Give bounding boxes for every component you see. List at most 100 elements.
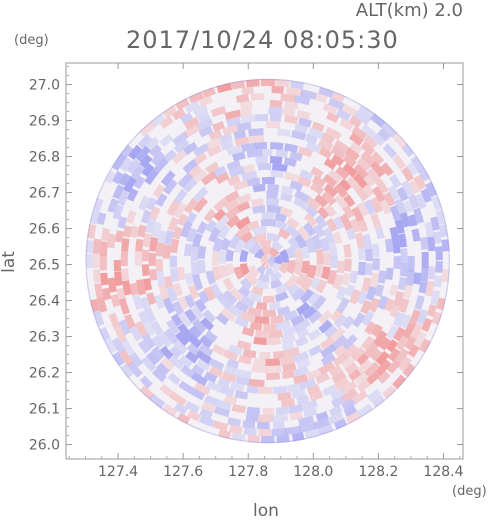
radar-cell [296,110,311,120]
radar-cell [281,333,296,344]
radar-cell [371,186,386,203]
radar-cell [363,174,376,188]
radar-cell [247,434,260,443]
radar-cell [220,140,234,151]
radar-cell [199,408,213,419]
x-axis: 127.4 127.6 127.8 128.0 128.2 128.4 [68,63,464,480]
radar-cell [132,294,144,310]
radar-cell [222,349,238,361]
radar-cell [152,184,165,198]
radar-cell [119,157,133,172]
radar-cell [308,127,325,140]
radar-cell [240,114,257,124]
radar-cell [92,253,100,269]
radar-cell [210,106,227,117]
radar-cell [193,382,211,396]
radar-cell [341,388,359,403]
radar-cell [441,239,450,252]
radar-cell [269,100,283,108]
radar-cell [148,144,162,158]
radar-cell [182,177,198,193]
radar-cell [220,307,237,322]
radar-cell [170,268,179,283]
radar-cell [289,411,304,421]
radar-cell [315,214,328,229]
radar-cell [252,184,266,193]
radar-cell [246,306,262,317]
radar-cell [304,204,319,218]
radar-cell [197,259,206,274]
radar-cell [122,280,132,296]
radar-cell [112,204,124,220]
radar-cell [208,129,223,141]
radar-cell [300,246,310,259]
radar-cell [282,362,297,372]
radar-cell [399,263,408,277]
radar-cell [377,128,391,142]
radar-cell [254,330,268,339]
radar-cell [215,215,229,231]
radar-cell [312,175,326,188]
radar-cell [255,142,268,150]
radar-cell [332,216,345,230]
radar-cell [162,105,178,119]
radar-cell [237,193,252,205]
radar-cell [330,145,347,160]
radar-cell [208,358,225,371]
radar-cell [407,214,418,227]
radar-cell [416,309,429,325]
radar-cell [116,288,126,301]
radar-cell [253,336,267,345]
radar-cell [411,228,421,242]
radar-cell [175,98,190,111]
radar-cell [375,350,390,366]
radar-cell [261,149,273,157]
radar-cell [142,233,152,248]
radar-cell [349,270,359,284]
radar-cell [435,246,443,261]
radar-cell [203,371,218,383]
altitude-label: ALT(km) 2.0 [356,0,463,21]
radar-cell [299,422,316,433]
radar-cell [96,212,107,225]
radar-cell [300,277,313,292]
radar-cell [296,301,311,316]
radar-cell [186,343,200,356]
radar-cell [118,172,131,187]
radar-cell [310,182,324,195]
radar-cell [348,368,362,382]
radar-cell [198,95,213,107]
radar-cell [254,315,270,325]
radar-cell [227,303,243,318]
radar-cell [224,109,241,120]
radar-cell [117,216,128,229]
x-tick-label: 127.8 [228,464,268,480]
radar-cell [256,421,270,430]
radar-cell [274,212,288,223]
radar-cell [392,132,408,149]
radar-cell [322,174,338,188]
radar-cell [224,394,238,405]
radar-cell [293,196,309,210]
radar-cell [129,282,139,296]
radar-cell [254,248,265,259]
radar-cell [139,154,153,169]
radar-cell [284,171,300,183]
radar-cell [225,263,235,276]
radar-cell [310,234,323,250]
radar-cell [118,298,130,315]
radar-cell [338,178,352,192]
radar-cell [238,355,252,365]
radar-cell [321,132,335,145]
radar-cell [159,345,174,360]
radar-cell [149,393,166,409]
radar-cell [314,194,329,208]
radar-cell [333,314,348,329]
radar-cell [305,141,322,154]
radar-cell [251,205,266,214]
radar-cell [327,169,343,183]
radar-cell [353,173,368,189]
radar-cell [169,355,185,370]
radar-cell [114,326,127,343]
radar-cell [226,214,241,229]
